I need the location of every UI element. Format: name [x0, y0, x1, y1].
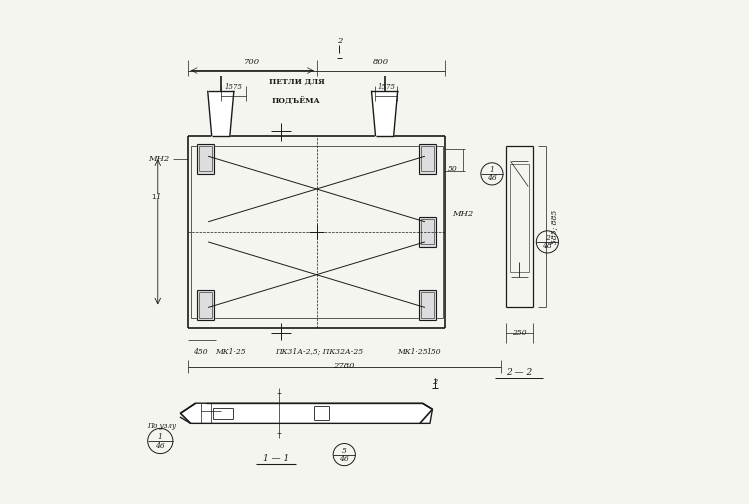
Text: 46: 46 [339, 455, 349, 463]
Polygon shape [197, 290, 214, 320]
Text: МК1·25: МК1·25 [216, 348, 246, 356]
Text: 50: 50 [448, 165, 458, 173]
Text: 1 — 1: 1 — 1 [263, 454, 289, 463]
Polygon shape [197, 144, 214, 174]
Polygon shape [419, 217, 436, 247]
Text: МК1·25: МК1·25 [397, 348, 428, 356]
Text: 450: 450 [193, 348, 208, 356]
Text: 2: 2 [336, 37, 342, 45]
Text: 2 — 2: 2 — 2 [506, 368, 533, 377]
Text: ПК31А-2,5; ПК32А-25: ПК31А-2,5; ПК32А-25 [275, 348, 363, 356]
Text: 700: 700 [244, 57, 261, 66]
Text: 2: 2 [432, 378, 437, 386]
Text: МН2: МН2 [452, 210, 474, 218]
Text: ПОДЪЁМА: ПОДЪЁМА [272, 98, 321, 106]
Polygon shape [181, 403, 432, 423]
Text: 5: 5 [342, 447, 347, 455]
Text: 48: 48 [542, 242, 552, 250]
Text: 150: 150 [427, 348, 441, 356]
Text: 1: 1 [155, 193, 160, 201]
Text: 1575: 1575 [377, 83, 395, 91]
Text: 800: 800 [373, 57, 389, 66]
Text: 1: 1 [490, 166, 494, 174]
Polygon shape [419, 144, 436, 174]
Text: 46: 46 [156, 442, 166, 450]
Text: 1: 1 [151, 194, 155, 200]
Text: 1: 1 [158, 432, 163, 440]
Text: 1575: 1575 [225, 83, 243, 91]
Text: 250: 250 [512, 329, 527, 337]
Polygon shape [207, 91, 234, 136]
Text: 46: 46 [487, 174, 497, 182]
Polygon shape [419, 290, 436, 320]
Text: МН2: МН2 [148, 155, 169, 163]
Text: 585; 885: 585; 885 [551, 210, 559, 244]
Text: 2780: 2780 [333, 362, 355, 370]
Text: 2: 2 [545, 234, 550, 242]
Text: По узлу: По узлу [147, 422, 176, 430]
Polygon shape [372, 91, 398, 136]
Text: ПЕТЛИ ДЛЯ: ПЕТЛИ ДЛЯ [268, 78, 324, 86]
